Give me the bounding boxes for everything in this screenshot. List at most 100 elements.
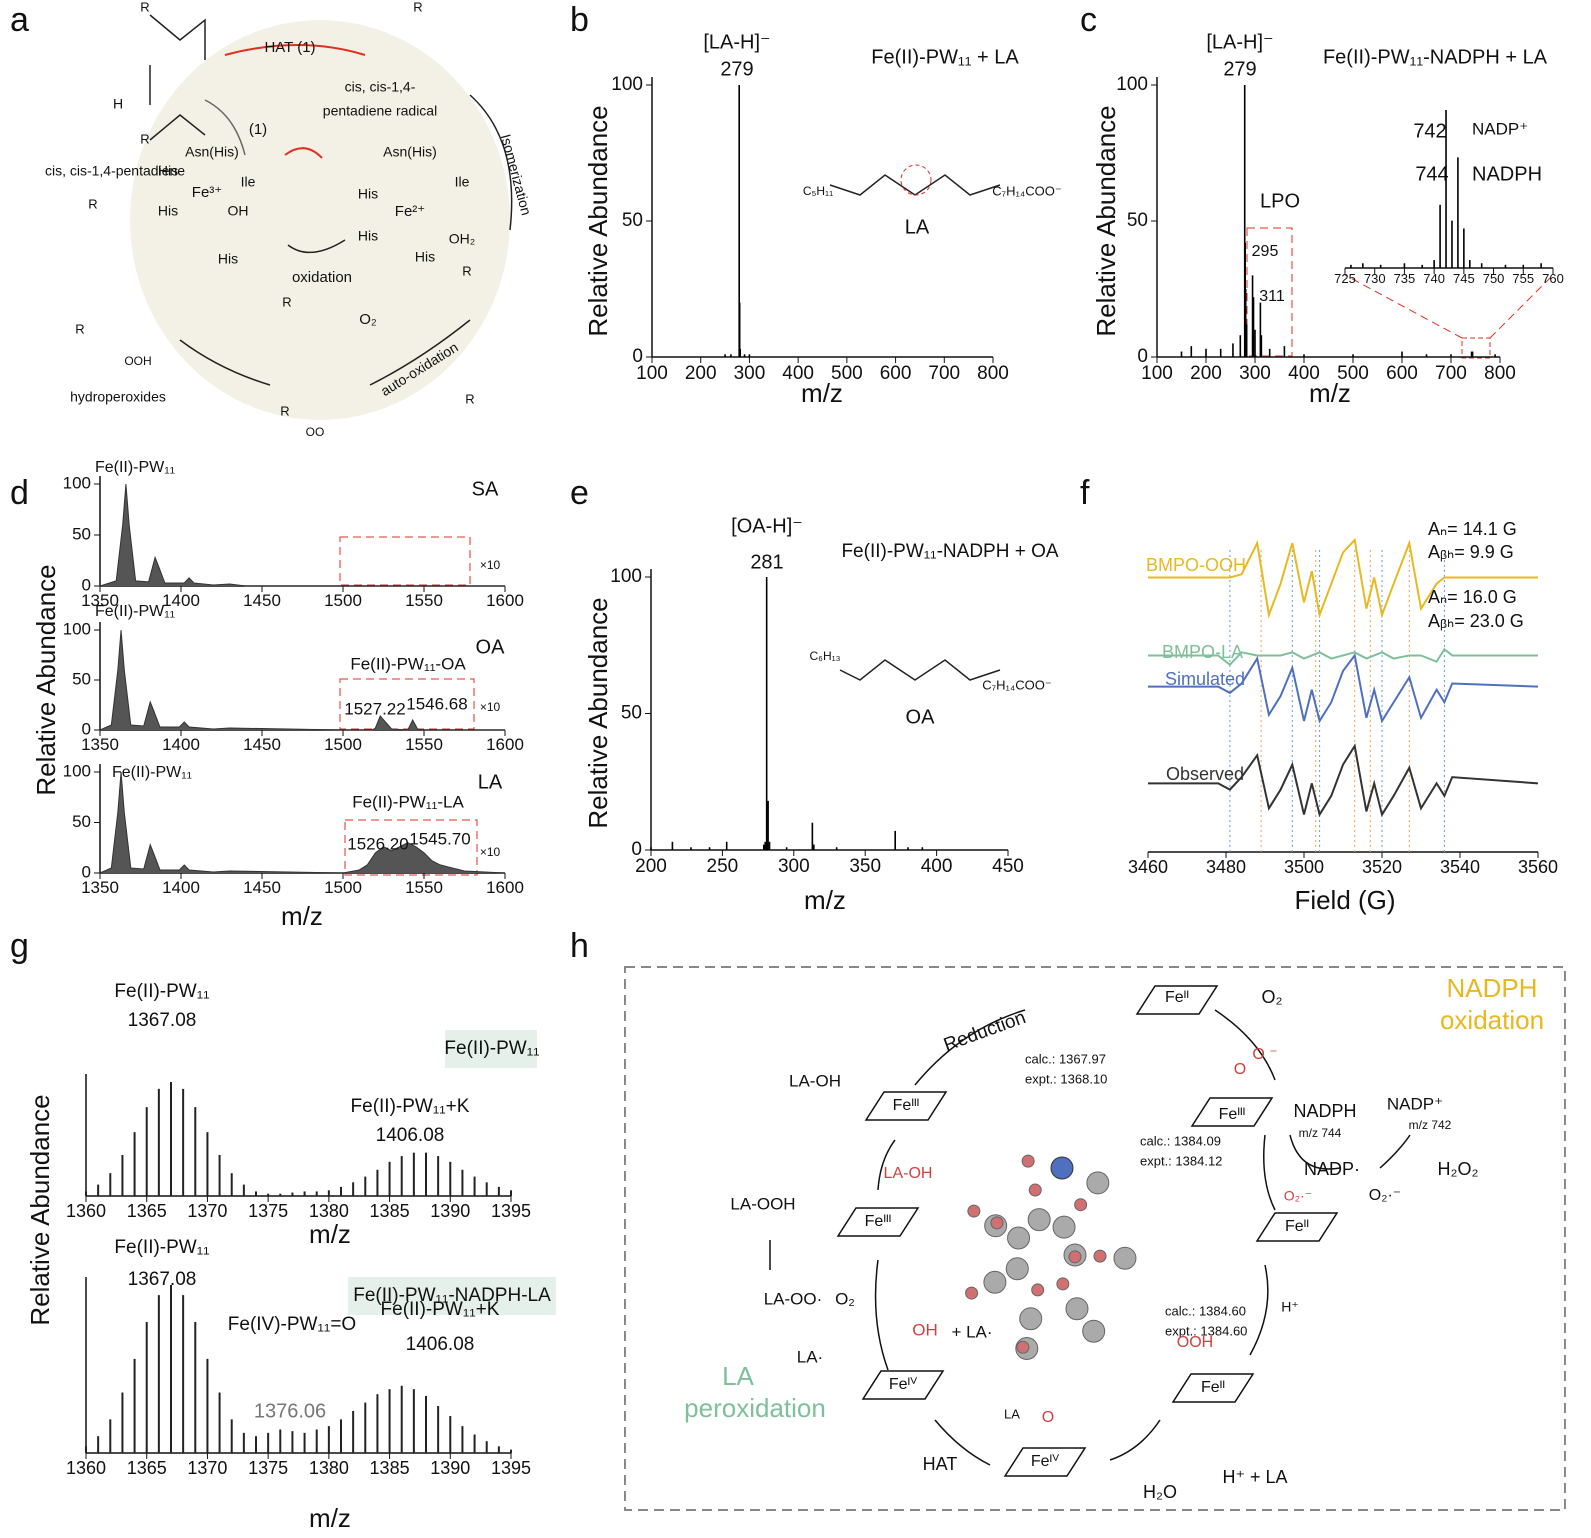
x-tick-label: 725: [1334, 271, 1356, 286]
y-tick-label: 50: [621, 703, 642, 724]
arrow: [179, 339, 271, 386]
scheme-label: O₂: [1262, 987, 1283, 1007]
scheme-label: Feᴵᴵᴵ: [893, 1097, 920, 1114]
diagram-label: His: [358, 186, 378, 202]
diagram-label: oxidation: [292, 269, 352, 286]
scheme-label: NADP·: [1304, 1159, 1360, 1179]
fe-plane: [1171, 1373, 1255, 1403]
annotation: ×10: [480, 700, 501, 714]
diagram-label: Ile: [241, 174, 256, 190]
x-tick-label: 1450: [243, 878, 281, 897]
label-box: [348, 1277, 556, 1315]
scheme-label: O₂·⁻: [1284, 1188, 1312, 1204]
x-tick-label: 300: [734, 363, 766, 384]
atom: [1005, 1257, 1029, 1281]
x-tick-label: 300: [1239, 363, 1271, 384]
arrow: [204, 99, 246, 156]
atom: [1031, 1283, 1045, 1297]
scheme-label: HAT: [923, 1454, 958, 1474]
dashed-box: [339, 678, 475, 730]
x-tick-label: 1365: [127, 1458, 167, 1478]
x-tick-label: 1500: [324, 878, 362, 897]
annotation: 1406.08: [406, 1334, 475, 1355]
x-tick-label: 1385: [370, 1458, 410, 1478]
scheme-label: Feᴵᴵ: [1165, 989, 1189, 1006]
annotation: NADP⁺: [1472, 119, 1528, 138]
atom: [1016, 1340, 1030, 1354]
bonds: [149, 14, 206, 141]
scheme-label: O ⁻: [1252, 1046, 1277, 1063]
scheme-label: Feᴵⱽ: [889, 1376, 917, 1393]
scheme-label: NADP⁺: [1387, 1094, 1443, 1113]
y-tick-label: 100: [63, 473, 91, 492]
diagram-label: Ile: [455, 174, 470, 190]
x-tick-label: 730: [1364, 271, 1386, 286]
x-tick-label: 1550: [405, 878, 443, 897]
x-tick-label: 750: [1483, 271, 1505, 286]
annotation: OA: [476, 636, 506, 658]
scheme-label: m/z 744: [1299, 1126, 1342, 1140]
scheme-label: calc.: 1384.60: [1165, 1303, 1246, 1318]
annotation: Fe(IV)-PW₁₁=O: [228, 1314, 356, 1335]
y-axis-title: Relative Abundance: [583, 597, 613, 828]
annotation: Fe(II)-PW₁₁-NADPH + LA: [1323, 46, 1548, 68]
x-tick-label: 100: [636, 363, 668, 384]
x-axis-title: m/z: [804, 885, 846, 915]
y-tick-label: 0: [82, 862, 91, 881]
x-tick-label: 100: [1141, 363, 1173, 384]
annotation: LA: [905, 216, 930, 238]
x-axis-title: m/z: [281, 901, 323, 931]
diagram-label: R: [140, 0, 149, 14]
diagram-label: pentadiene radical: [323, 103, 437, 119]
annotation: Fe(II)-PW₁₁: [95, 603, 175, 620]
annotation: Aₙ= 14.1 G: [1428, 519, 1517, 539]
y-tick-label: 0: [82, 575, 91, 594]
diagram-label: HAT (1): [264, 39, 315, 56]
atom: [1056, 1277, 1070, 1291]
panel-letter: c: [1080, 1, 1097, 39]
annotation: [LA-H]⁻: [1206, 31, 1273, 53]
envelope: [99, 483, 505, 587]
annotation: 1527.22: [344, 699, 405, 718]
panel-letter: g: [10, 927, 29, 965]
x-tick-label: 1550: [405, 591, 443, 610]
annotation: Fe(II)-PW₁₁: [444, 1038, 539, 1059]
x-tick-label: 1550: [405, 735, 443, 754]
annotation: C₆H₁₃: [809, 649, 840, 663]
scheme-label: m/z 742: [1409, 1118, 1452, 1132]
atom: [1050, 1156, 1074, 1180]
diagram-label: R: [75, 321, 84, 336]
diagram-label: His: [358, 228, 378, 244]
annotation: 1545.70: [409, 829, 470, 848]
scheme-label: LA: [1004, 1406, 1020, 1421]
x-tick-label: 1400: [162, 878, 200, 897]
x-tick-label: 3480: [1206, 857, 1246, 877]
dashed-box: [344, 819, 478, 876]
annotation: 279: [720, 58, 753, 80]
scheme-label: NADPH: [1446, 973, 1537, 1003]
diagram-label: OO: [306, 425, 325, 439]
scheme-label: OOH: [1177, 1334, 1213, 1351]
scheme-label: LA-OH: [884, 1165, 933, 1182]
scheme-label: O₂: [835, 1289, 855, 1308]
x-tick-label: 1350: [81, 878, 119, 897]
scheme-label: expt.: 1384.60: [1165, 1323, 1247, 1338]
arrow: [369, 319, 471, 386]
x-axis-title: m/z: [309, 1503, 351, 1533]
annotation: LPO: [1260, 190, 1300, 212]
y-tick-label: 50: [72, 524, 91, 543]
x-tick-label: 800: [977, 363, 1009, 384]
series-label: BMPO-LA: [1162, 642, 1243, 662]
scheme-label: O₂·⁻: [1369, 1187, 1401, 1204]
diagram-label: Fe²⁺: [395, 203, 425, 220]
x-tick-label: 1400: [162, 735, 200, 754]
arrow: [287, 239, 346, 254]
atom: [1065, 1297, 1089, 1321]
annotation: 1526.20: [347, 834, 408, 853]
annotation: 311: [1259, 288, 1285, 305]
y-axis-title: Relative Abundance: [583, 105, 613, 336]
annotation: 742: [1413, 120, 1446, 142]
annotation: 295: [1252, 243, 1279, 260]
annotation: Fe(II)-PW₁₁ + LA: [871, 46, 1019, 68]
x-tick-label: 600: [880, 363, 912, 384]
